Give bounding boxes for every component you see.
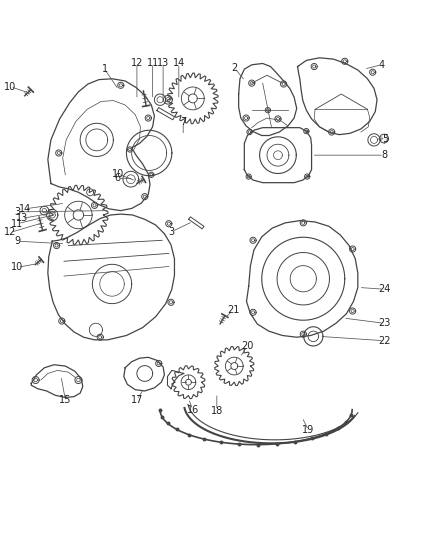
Text: 9: 9 bbox=[14, 236, 20, 246]
Text: 24: 24 bbox=[378, 284, 390, 294]
Text: 14: 14 bbox=[173, 59, 185, 68]
Text: 18: 18 bbox=[211, 406, 223, 416]
Text: 21: 21 bbox=[227, 305, 239, 315]
Text: 8: 8 bbox=[381, 150, 387, 160]
Text: 6: 6 bbox=[115, 173, 121, 183]
Text: 7: 7 bbox=[180, 117, 186, 126]
Text: 12: 12 bbox=[131, 59, 143, 68]
Text: 11: 11 bbox=[11, 219, 23, 229]
Text: 22: 22 bbox=[378, 336, 390, 346]
Text: 5: 5 bbox=[383, 134, 389, 143]
Text: 17: 17 bbox=[131, 394, 143, 405]
Text: 19: 19 bbox=[302, 425, 314, 435]
Text: 10: 10 bbox=[4, 82, 16, 92]
Text: 15: 15 bbox=[59, 394, 71, 405]
Text: 2: 2 bbox=[231, 63, 237, 73]
Text: 20: 20 bbox=[241, 341, 254, 351]
Text: 16: 16 bbox=[187, 405, 199, 415]
Text: 3: 3 bbox=[14, 207, 20, 217]
Text: 3: 3 bbox=[169, 227, 175, 237]
Text: 11: 11 bbox=[146, 59, 159, 68]
Text: 10: 10 bbox=[11, 262, 23, 272]
Text: 13: 13 bbox=[157, 59, 169, 68]
Text: 14: 14 bbox=[18, 204, 31, 214]
Text: 1: 1 bbox=[102, 64, 108, 74]
Text: 4: 4 bbox=[378, 60, 385, 70]
Text: 10: 10 bbox=[112, 169, 124, 179]
Text: 12: 12 bbox=[4, 228, 17, 237]
Text: 13: 13 bbox=[15, 214, 28, 223]
Text: 23: 23 bbox=[378, 318, 390, 328]
